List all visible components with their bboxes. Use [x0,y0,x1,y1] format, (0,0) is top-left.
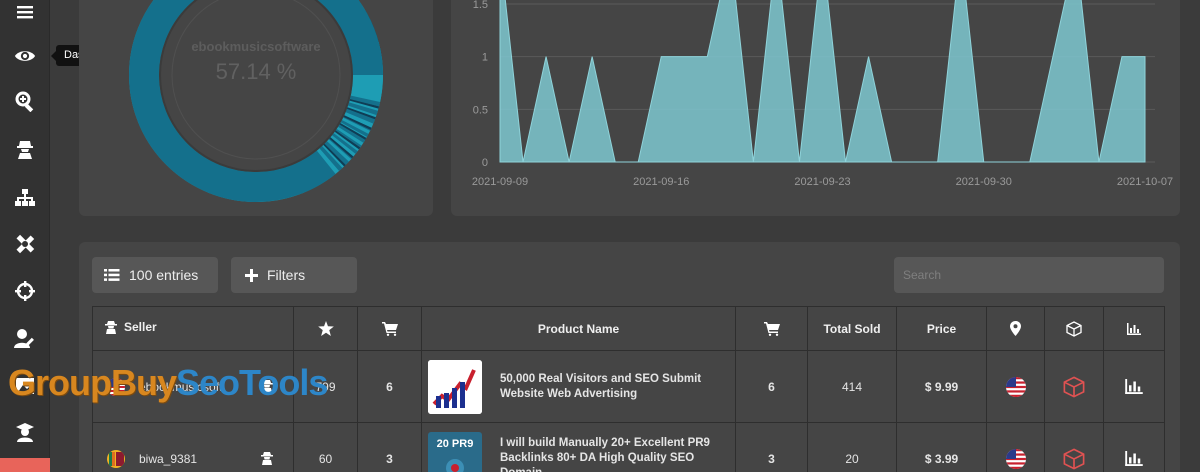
table-row[interactable]: ebookmusicsoft 799 6 50,000 Real Visitor… [92,350,1165,423]
product-name-link[interactable]: I will build Manually 20+ Excellent PR9 … [500,437,710,472]
map-marker-icon [1010,321,1021,337]
menu-icon[interactable] [0,0,50,30]
entries-button[interactable]: 100 entries [92,257,218,293]
watermark-part-b: SeoTools [176,362,328,403]
y-tick-label: 0.5 [473,104,488,116]
header-seller[interactable]: Seller [92,306,294,351]
tools-icon[interactable] [0,226,50,262]
star-icon [317,321,334,337]
bar-chart-icon[interactable] [1125,451,1143,467]
box-icon [1066,320,1082,337]
list-icon [104,269,120,281]
x-tick-label: 2021-09-16 [633,176,689,188]
sold-qty-cell: 6 [735,350,808,423]
user-secret-icon [105,320,117,334]
location-cell [986,350,1045,423]
product-thumbnail[interactable]: 20 PR9 [428,431,482,472]
sales-area-chart: 0 0.5 1 1.5 2021-09-09 2021-09-16 2021-09-23 20… [472,0,1173,188]
us-flag-icon [1005,376,1026,397]
total-sold-cell: 414 [807,350,897,423]
x-tick-label: 2021-09-09 [472,176,528,188]
donut-center-value: 57.14 % [215,59,297,84]
bar-chart-icon [1127,323,1141,336]
header-sold-qty[interactable] [735,306,808,351]
cart-icon [381,321,398,336]
image-icon[interactable] [0,368,50,404]
product-name-link[interactable]: 50,000 Real Visitors and SEO Submit Webs… [500,372,702,400]
entries-label: 100 entries [129,267,199,283]
crosshairs-icon[interactable] [0,273,50,309]
total-sold-cell: 20 [807,422,897,472]
cart-icon [763,321,780,336]
orders-cell: 6 [357,350,422,423]
donut-center-label: ebookmusicsoftware [191,39,321,54]
header-shipping[interactable] [1044,306,1104,351]
sales-area-chart-card: 0 0.5 1 1.5 2021-09-09 2021-09-16 2021-09-23 20… [451,0,1180,216]
shipping-cell [1044,350,1104,423]
product-cell: 50,000 Real Visitors and SEO Submit Webs… [421,350,736,423]
sidebar-bottom-accent [0,458,50,472]
sri-lanka-flag-icon [107,449,125,468]
header-orders[interactable] [357,306,422,351]
rating-cell: 799 [293,350,358,423]
box-icon[interactable] [1063,375,1085,398]
header-rating[interactable] [293,306,358,351]
search-zoom-icon[interactable] [0,83,50,119]
header-location[interactable] [986,306,1045,351]
donut-card: ebookmusicsoftware 57.14 % [79,0,433,216]
search-input[interactable] [894,257,1164,293]
user-graduate-icon[interactable] [0,414,50,450]
x-tick-label: 2021-09-30 [956,176,1012,188]
shipping-cell [1044,422,1104,472]
seller-name[interactable]: ebookmusicsoft [139,379,223,394]
header-stats[interactable] [1103,306,1165,351]
bar-chart-icon[interactable] [1125,379,1143,395]
seller-cell: biwa_9381 [92,422,294,472]
sidebar [0,0,50,472]
sitemap-icon[interactable] [0,180,50,216]
stats-cell [1103,422,1165,472]
seller-cell: ebookmusicsoft [92,350,294,423]
y-tick-label: 1.5 [473,0,488,11]
filters-label: Filters [267,267,306,283]
donut-chart [129,0,383,202]
table-row[interactable]: biwa_9381 60 3 20 PR9 I will build Manua… [92,422,1165,472]
products-table-card: 100 entries Filters Seller [79,242,1180,472]
y-tick-label: 1 [482,52,488,64]
x-tick-label: 2021-10-07 [1117,176,1173,188]
filters-button[interactable]: Filters [231,257,357,293]
header-price[interactable]: Price [896,306,987,351]
us-flag-icon [1005,448,1026,469]
sold-qty-cell: 3 [735,422,808,472]
y-tick-label: 0 [482,157,488,169]
product-thumbnail[interactable] [428,359,482,414]
product-cell: 20 PR9 I will build Manually 20+ Excelle… [421,422,736,472]
x-tick-label: 2021-09-23 [794,176,850,188]
plus-icon [245,268,258,282]
price-cell: $ 9.99 [896,350,987,423]
thumbnail-text: 20 PR9 [436,437,474,450]
stats-cell [1103,350,1165,423]
user-secret-icon[interactable] [0,131,50,167]
rating-cell: 60 [293,422,358,472]
table-header-row: Seller Product Name Total Sold Price [92,306,1165,351]
orders-cell: 3 [357,422,422,472]
eye-icon[interactable] [0,38,50,74]
watermark-logo: GroupBuySeoTools [8,362,328,412]
header-total-sold[interactable]: Total Sold [807,306,897,351]
user-secret-icon [261,452,273,465]
seller-name[interactable]: biwa_9381 [139,451,198,466]
price-cell: $ 3.99 [896,422,987,472]
header-seller-label: Seller [124,320,157,335]
products-table: Seller Product Name Total Sold Price [92,306,1165,472]
box-icon[interactable] [1063,447,1085,470]
header-product-name[interactable]: Product Name [421,306,736,351]
user-secret-icon [261,380,273,393]
location-cell [986,422,1045,472]
area-series[interactable] [499,0,1146,163]
us-flag-icon [107,377,125,396]
user-edit-icon[interactable] [0,320,50,356]
watermark-part-a: GroupBuy [8,362,177,403]
